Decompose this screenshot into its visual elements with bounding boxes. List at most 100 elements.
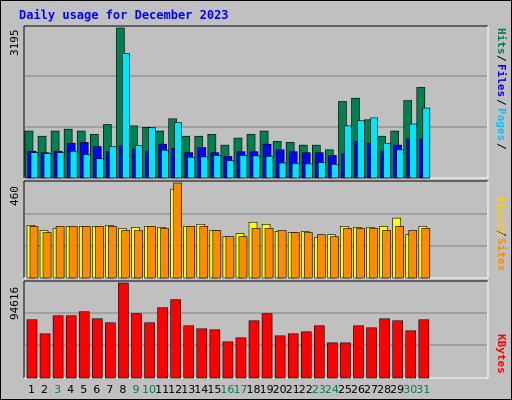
legend-files: Files — [495, 64, 508, 98]
day-label-23: 23 — [312, 383, 326, 396]
bar-visits-1 — [29, 226, 39, 279]
bar-kbytes-6 — [92, 318, 103, 379]
bar-pages-24 — [331, 164, 339, 179]
legend-sites: Sites — [495, 238, 508, 272]
bar-pages-11 — [161, 150, 169, 179]
day-label-11: 11 — [155, 383, 169, 396]
bar-kbytes-13 — [183, 325, 195, 379]
day-label-28: 28 — [377, 383, 391, 396]
bar-visits-26 — [356, 228, 365, 279]
bar-visits-19 — [264, 228, 274, 279]
bar-pages-28 — [383, 142, 391, 179]
bar-visits-5 — [81, 226, 91, 279]
bar-kbytes-1 — [26, 319, 38, 379]
bar-pages-3 — [56, 152, 65, 179]
middle-max-label: 460 — [8, 186, 21, 206]
bar-visits-14 — [199, 226, 209, 279]
day-label-24: 24 — [325, 383, 339, 396]
bar-visits-4 — [68, 226, 78, 279]
bar-pages-4 — [69, 150, 78, 179]
bar-kbytes-2 — [39, 333, 51, 379]
day-label-20: 20 — [273, 383, 287, 396]
day-label-12: 12 — [168, 383, 182, 396]
bar-visits-13 — [186, 226, 196, 279]
legend-hits: Hits — [495, 28, 508, 55]
bar-pages-6 — [96, 158, 104, 179]
bar-visits-6 — [95, 226, 104, 279]
bar-kbytes-14 — [196, 328, 208, 379]
bar-pages-8 — [122, 53, 130, 179]
bar-kbytes-15 — [209, 329, 221, 379]
legend-pages: Pages — [495, 108, 508, 142]
legend-sep-2: / — [495, 99, 508, 106]
bar-pages-22 — [304, 163, 313, 179]
day-label-16: 16 — [220, 383, 234, 396]
bar-pages-20 — [278, 162, 287, 179]
day-label-3: 3 — [54, 383, 61, 396]
bar-visits-20 — [277, 230, 287, 279]
bar-kbytes-5 — [78, 311, 90, 379]
bar-visits-16 — [225, 236, 235, 279]
bar-kbytes-27 — [366, 327, 377, 379]
bar-visits-8 — [121, 230, 130, 279]
day-label-27: 27 — [364, 383, 378, 396]
bar-visits-2 — [42, 232, 52, 279]
bar-pages-25 — [344, 125, 352, 179]
bar-kbytes-4 — [65, 315, 77, 379]
day-label-31: 31 — [416, 383, 430, 396]
bar-kbytes-10 — [144, 322, 155, 379]
bar-pages-2 — [43, 153, 52, 179]
bar-kbytes-17 — [235, 337, 247, 379]
bar-pages-18 — [252, 155, 261, 179]
bar-pages-30 — [409, 123, 418, 179]
day-label-29: 29 — [390, 383, 404, 396]
bar-visits-12 — [173, 182, 182, 279]
bar-kbytes-30 — [405, 330, 417, 379]
bar-visits-25 — [343, 228, 352, 279]
bar-visits-22 — [303, 232, 313, 279]
bar-pages-14 — [200, 156, 209, 179]
bar-kbytes-9 — [131, 313, 142, 379]
bar-kbytes-7 — [105, 322, 116, 379]
bar-visits-17 — [238, 236, 248, 279]
bar-visits-18 — [251, 228, 261, 279]
day-label-26: 26 — [351, 383, 365, 396]
bar-visits-29 — [395, 226, 404, 279]
bar-visits-28 — [382, 230, 391, 279]
day-label-5: 5 — [80, 383, 87, 396]
day-label-18: 18 — [247, 383, 261, 396]
bar-visits-24 — [330, 236, 339, 279]
bar-visits-21 — [290, 232, 300, 279]
day-label-14: 14 — [194, 383, 208, 396]
bar-kbytes-29 — [392, 320, 403, 379]
bar-kbytes-31 — [418, 319, 430, 379]
day-label-19: 19 — [260, 383, 274, 396]
day-label-30: 30 — [403, 383, 417, 396]
bar-pages-23 — [318, 162, 326, 179]
bar-kbytes-21 — [287, 333, 299, 379]
bar-pages-7 — [109, 146, 117, 179]
bar-visits-31 — [421, 228, 431, 279]
top-max-label: 3195 — [8, 29, 21, 57]
bar-visits-15 — [212, 230, 222, 279]
legend-visits: Visits — [495, 196, 508, 236]
bar-pages-27 — [370, 117, 378, 179]
bar-kbytes-22 — [300, 331, 312, 379]
bar-kbytes-25 — [340, 342, 351, 379]
day-label-17: 17 — [233, 383, 247, 396]
bar-pages-29 — [396, 149, 404, 179]
day-label-15: 15 — [207, 383, 221, 396]
day-label-22: 22 — [299, 383, 313, 396]
bar-kbytes-8 — [118, 282, 129, 379]
day-label-8: 8 — [119, 383, 126, 396]
bar-kbytes-20 — [274, 335, 286, 379]
bar-pages-9 — [135, 145, 143, 179]
bar-kbytes-28 — [379, 318, 390, 379]
day-label-4: 4 — [67, 383, 74, 396]
bar-pages-5 — [82, 154, 91, 179]
bar-kbytes-18 — [248, 320, 260, 379]
bar-pages-19 — [265, 156, 274, 179]
legend-sep-3: / — [495, 55, 508, 62]
day-label-25: 25 — [338, 383, 352, 396]
